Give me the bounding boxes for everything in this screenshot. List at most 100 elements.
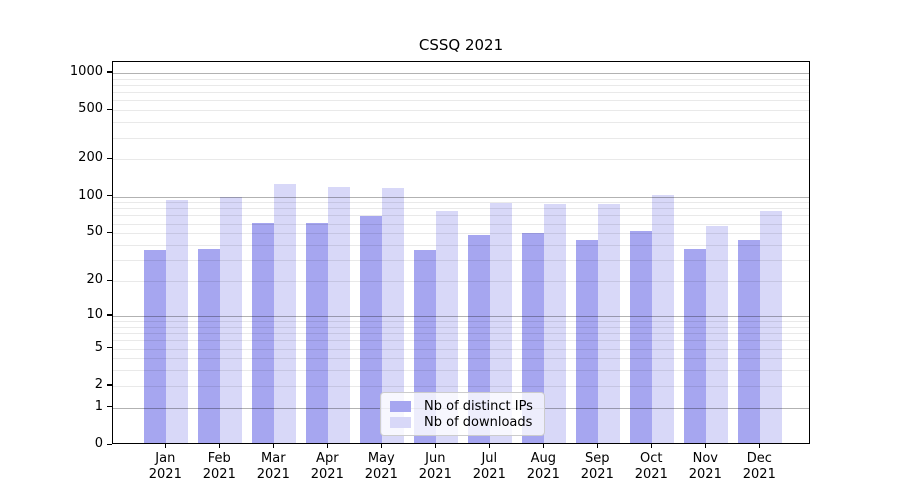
gridline-major: [113, 72, 809, 74]
gridline-minor: [113, 110, 809, 112]
y-tick-label: 1000: [69, 63, 103, 79]
y-tick-mark: [107, 347, 112, 349]
bar-distinct-ips-may: [360, 215, 383, 443]
x-tick-mark: [380, 444, 382, 448]
x-tick-label-line: Apr: [316, 451, 339, 466]
x-tick-label-line: 2021: [634, 467, 668, 482]
gridline-minor: [113, 348, 809, 350]
y-tick-mark: [107, 384, 112, 386]
x-tick-label-line: 2021: [688, 467, 722, 482]
x-tick-label-line: 2021: [202, 467, 236, 482]
x-tick-label-line: Aug: [530, 451, 556, 466]
x-tick-label-line: 2021: [310, 467, 344, 482]
y-tick-label: 10: [86, 306, 103, 322]
bar-downloads-may: [382, 188, 405, 443]
y-tick-mark: [107, 443, 112, 445]
x-tick-label: Nov 2021: [668, 451, 742, 483]
x-tick-label-line: 2021: [418, 467, 452, 482]
gridline-major: [113, 315, 809, 317]
bar-distinct-ips-apr: [306, 222, 329, 443]
gridline-minor: [113, 245, 809, 246]
x-tick-label-line: Oct: [640, 451, 663, 466]
gridline-minor: [113, 84, 809, 86]
gridline-minor: [113, 340, 809, 342]
gridline-minor: [113, 208, 809, 210]
y-tick-mark: [107, 108, 112, 110]
bar-distinct-ips-sep: [576, 240, 599, 443]
x-tick-label: Jul 2021: [452, 451, 526, 483]
legend: Nb of distinct IPs Nb of downloads: [380, 392, 545, 436]
x-tick-mark: [164, 444, 166, 448]
y-tick-mark: [107, 157, 112, 160]
y-tick-mark: [107, 231, 112, 234]
x-tick-label-line: 2021: [256, 467, 290, 482]
bar-distinct-ips-jul: [468, 234, 491, 443]
x-tick-mark: [326, 444, 328, 448]
x-tick-label-line: Feb: [207, 451, 231, 466]
x-tick-label: Mar 2021: [236, 451, 310, 483]
plot-area: [112, 61, 810, 444]
y-tick-label: 200: [78, 150, 103, 166]
gridline-minor: [113, 370, 809, 372]
y-tick-label: 20: [86, 272, 103, 287]
bar-distinct-ips-mar: [252, 223, 275, 443]
x-tick-mark: [218, 444, 220, 448]
y-tick-mark: [107, 314, 112, 316]
y-tick-label: 1: [94, 398, 103, 414]
y-tick-mark: [107, 279, 112, 281]
x-tick-label: Jan 2021: [128, 451, 202, 483]
gridline-minor: [113, 78, 809, 80]
x-tick-label-line: Sep: [585, 451, 610, 466]
x-tick-label-line: Jul: [481, 451, 498, 466]
gridline-minor: [113, 137, 809, 139]
bar-downloads-dec: [760, 210, 783, 443]
x-tick-label-line: 2021: [742, 467, 776, 482]
y-tick-label: 0: [94, 436, 103, 451]
bar-downloads-sep: [598, 204, 621, 443]
gridline-minor: [113, 281, 809, 282]
legend-label-downloads: Nb of downloads: [424, 414, 533, 430]
gridline-minor: [113, 122, 809, 124]
bar-downloads-oct: [652, 194, 675, 443]
x-tick-label-line: May: [367, 451, 395, 466]
chart-title: CSSQ 2021: [418, 36, 504, 54]
x-tick-label-line: Jan: [155, 451, 176, 466]
x-tick-label-line: Mar: [261, 451, 286, 466]
bar-distinct-ips-oct: [630, 231, 653, 443]
x-tick-label: Oct 2021: [614, 451, 688, 483]
gridline-minor: [113, 333, 809, 334]
bar-downloads-mar: [274, 184, 297, 443]
x-tick-label-line: Nov: [692, 451, 718, 466]
gridline-minor: [113, 159, 809, 161]
legend-swatch-downloads: [390, 416, 411, 428]
legend-entry-downloads: Nb of downloads: [390, 414, 535, 430]
x-tick-mark: [758, 444, 760, 448]
y-tick-label: 50: [86, 224, 103, 240]
gridline-minor: [113, 358, 809, 360]
gridline-minor: [113, 215, 809, 217]
x-tick-label-line: 2021: [472, 467, 506, 482]
gridline-minor: [113, 100, 809, 102]
x-tick-mark: [542, 444, 544, 448]
legend-swatch-distinct-ips: [390, 400, 411, 412]
x-tick-mark: [650, 444, 652, 448]
gridline-minor: [113, 233, 809, 235]
x-tick-mark: [704, 444, 706, 448]
x-tick-label-line: Jun: [425, 451, 446, 466]
bar-downloads-jul: [490, 203, 513, 443]
bar-downloads-jun: [436, 211, 459, 443]
x-tick-label-line: 2021: [364, 467, 398, 482]
gridline-minor: [113, 385, 809, 387]
bar-downloads-aug: [544, 203, 567, 443]
bar-downloads-feb: [220, 197, 243, 443]
x-tick-mark: [434, 444, 436, 448]
y-tick-label: 500: [78, 101, 103, 117]
x-tick-label-line: 2021: [148, 467, 182, 482]
y-tick-label: 100: [78, 187, 103, 203]
x-tick-label: Jun 2021: [398, 451, 472, 483]
bar-distinct-ips-nov: [684, 248, 707, 443]
gridline-minor: [113, 260, 809, 262]
x-tick-label: Sep 2021: [560, 451, 634, 483]
gridline-minor: [113, 321, 809, 322]
